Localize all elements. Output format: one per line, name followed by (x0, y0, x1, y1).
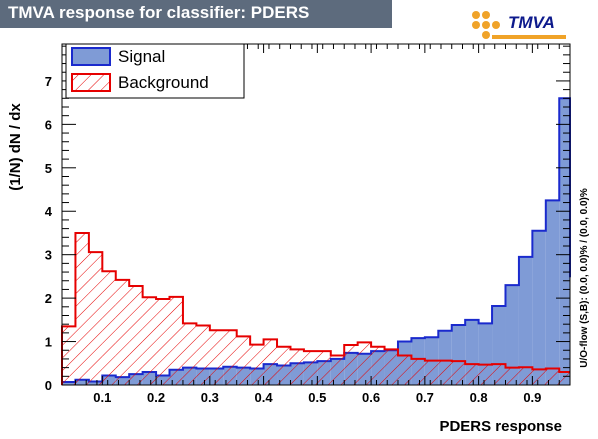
background-bin (169, 296, 183, 385)
background-bin (196, 325, 210, 385)
logo-text: TMVA (508, 13, 555, 32)
background-bin (142, 297, 157, 385)
background-bin (371, 346, 385, 385)
legend-background-label: Background (118, 73, 209, 92)
background-bin (518, 367, 533, 385)
logo-bar (492, 35, 566, 39)
background-bin (209, 330, 224, 385)
y-tick-label: 7 (45, 74, 52, 89)
background-bin (317, 351, 331, 385)
background-bin (156, 298, 170, 385)
series-background (61, 231, 570, 385)
x-tick-label: 0.3 (201, 390, 219, 405)
background-bin (290, 349, 304, 385)
overflow-label: U/O-flow (S,B): (0.0, 0.0)% / (0.0, 0.0)… (579, 188, 590, 368)
background-bin (330, 355, 345, 385)
background-bin (182, 323, 197, 385)
x-tick-label: 0.6 (362, 390, 380, 405)
background-bin (559, 371, 570, 385)
legend-signal-swatch (71, 47, 111, 66)
y-tick-label: 3 (45, 248, 52, 263)
signal-bin (518, 256, 533, 385)
background-bin (492, 364, 506, 385)
background-bin (451, 361, 466, 385)
background-bin (88, 252, 103, 385)
y-tick-label: 0 (45, 378, 52, 393)
background-bin (277, 346, 291, 385)
logo-dots-icon (472, 11, 500, 39)
legend-background-swatch (71, 73, 111, 92)
legend: Signal Background (65, 43, 245, 99)
y-tick-label: 2 (45, 291, 52, 306)
background-bin (129, 285, 143, 385)
y-tick-label: 1 (45, 335, 52, 350)
background-bin (357, 342, 372, 385)
x-tick-label: 0.1 (93, 390, 111, 405)
y-axis-label: (1/N) dN / dx (7, 103, 24, 191)
signal-bin (505, 285, 519, 385)
signal-bin (559, 98, 570, 385)
plot-frame (61, 43, 571, 386)
background-bin (545, 368, 560, 385)
x-tick-label: 0.9 (523, 390, 541, 405)
background-bin (532, 369, 546, 385)
x-tick-label: 0.7 (416, 390, 434, 405)
background-bin (250, 344, 264, 385)
signal-bin (545, 200, 560, 385)
background-outline (61, 231, 570, 385)
signal-bin (532, 230, 546, 385)
background-bin (438, 360, 452, 385)
legend-signal-label: Signal (118, 47, 165, 66)
background-bin (303, 351, 318, 385)
y-tick-label: 6 (45, 117, 52, 132)
background-bin (75, 232, 89, 385)
background-bin (102, 271, 116, 385)
background-bin (397, 355, 412, 385)
background-bin (505, 367, 519, 385)
background-bin (344, 345, 358, 385)
background-bin (411, 358, 425, 385)
background-bin (115, 279, 130, 385)
background-bin (236, 336, 251, 385)
background-bin (478, 364, 493, 385)
background-bin (263, 339, 278, 385)
x-tick-label: 0.5 (308, 390, 326, 405)
x-tick-label: 0.4 (255, 390, 274, 405)
y-tick-label: 5 (45, 161, 52, 176)
background-bin (465, 364, 479, 385)
y-tick-label: 4 (45, 204, 53, 219)
x-tick-label: 0.8 (470, 390, 488, 405)
background-bin (62, 326, 76, 385)
x-tick-label: 0.2 (147, 390, 165, 405)
tmva-logo: TMVA (470, 8, 566, 40)
background-bin (384, 349, 398, 385)
background-bin (424, 360, 439, 385)
chart-title: TMVA response for classifier: PDERS (8, 3, 310, 22)
background-bin (223, 330, 237, 385)
x-axis-label: PDERS response (439, 418, 562, 435)
title-banner: TMVA response for classifier: PDERS (0, 0, 392, 28)
